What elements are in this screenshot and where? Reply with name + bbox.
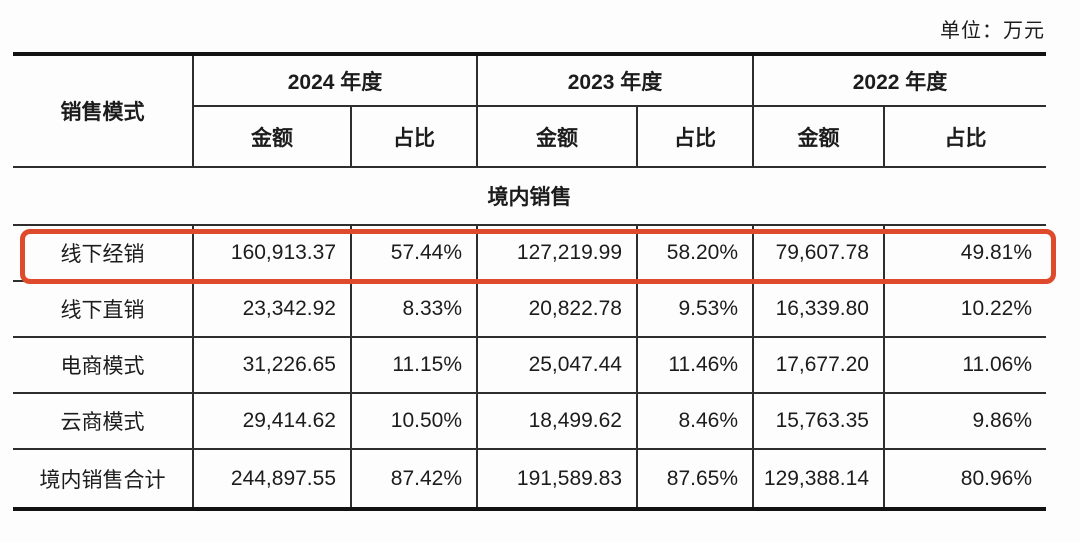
cell-value: 8.46% <box>636 392 754 450</box>
cell-value: 10.22% <box>883 280 1046 338</box>
cell-value: 191,589.83 <box>476 448 638 510</box>
cell-value: 11.06% <box>883 336 1046 394</box>
cell-value: 80.96% <box>883 448 1046 510</box>
col-header-sales-mode: 销售模式 <box>13 53 194 168</box>
cell-value: 31,226.65 <box>192 336 352 394</box>
col-header-year-2022: 2022 年度 <box>752 53 1046 107</box>
table-row-cloud-commerce: 云商模式 29,414.62 10.50% 18,499.62 8.46% 15… <box>13 392 1046 450</box>
section-row-domestic-sales: 境内销售 <box>13 166 1046 226</box>
cell-value: 18,499.62 <box>476 392 638 450</box>
cell-value: 8.33% <box>350 280 478 338</box>
cell-value: 9.53% <box>636 280 754 338</box>
cell-value: 17,677.20 <box>752 336 885 394</box>
cell-value: 15,763.35 <box>752 392 885 450</box>
col-header-share-2023: 占比 <box>636 105 754 168</box>
col-header-amount-2023: 金额 <box>476 105 638 168</box>
col-header-share-2024: 占比 <box>350 105 478 168</box>
row-label: 境内销售合计 <box>13 448 194 510</box>
row-label: 线下直销 <box>13 280 194 338</box>
table-row-offline-distribution: 线下经销 160,913.37 57.44% 127,219.99 58.20%… <box>13 224 1046 282</box>
cell-value: 25,047.44 <box>476 336 638 394</box>
col-header-amount-2022: 金额 <box>752 105 885 168</box>
cell-value: 58.20% <box>636 224 754 282</box>
section-label: 境内销售 <box>13 166 1046 226</box>
cell-value: 87.65% <box>636 448 754 510</box>
col-header-year-2024: 2024 年度 <box>192 53 478 107</box>
cell-value: 160,913.37 <box>192 224 352 282</box>
cell-value: 244,897.55 <box>192 448 352 510</box>
cell-value: 49.81% <box>883 224 1046 282</box>
cell-value: 11.46% <box>636 336 754 394</box>
table-row-offline-direct: 线下直销 23,342.92 8.33% 20,822.78 9.53% 16,… <box>13 280 1046 338</box>
col-header-year-2023: 2023 年度 <box>476 53 754 107</box>
cell-value: 20,822.78 <box>476 280 638 338</box>
table-row-domestic-total: 境内销售合计 244,897.55 87.42% 191,589.83 87.6… <box>13 448 1046 510</box>
row-label: 电商模式 <box>13 336 194 394</box>
cell-value: 9.86% <box>883 392 1046 450</box>
cell-value: 87.42% <box>350 448 478 510</box>
cell-value: 23,342.92 <box>192 280 352 338</box>
cell-value: 129,388.14 <box>752 448 885 510</box>
sales-mode-table: 销售模式 2024 年度 2023 年度 2022 年度 金额 占比 金额 占比… <box>13 52 1046 511</box>
cell-value: 16,339.80 <box>752 280 885 338</box>
col-header-share-2022: 占比 <box>883 105 1046 168</box>
col-header-amount-2024: 金额 <box>193 105 352 168</box>
cell-value: 57.44% <box>350 224 478 282</box>
header-row-subcolumns: 金额 占比 金额 占比 金额 占比 <box>13 105 1046 168</box>
unit-label: 单位：万元 <box>940 18 1045 42</box>
cell-value: 127,219.99 <box>476 224 638 282</box>
row-label: 线下经销 <box>13 224 194 282</box>
table-row-ecommerce: 电商模式 31,226.65 11.15% 25,047.44 11.46% 1… <box>13 336 1046 394</box>
cell-value: 79,607.78 <box>752 224 885 282</box>
cell-value: 11.15% <box>350 336 478 394</box>
row-label: 云商模式 <box>13 392 194 450</box>
cell-value: 10.50% <box>350 392 478 450</box>
cell-value: 29,414.62 <box>192 392 352 450</box>
header-row-years: 销售模式 2024 年度 2023 年度 2022 年度 <box>13 53 1046 168</box>
